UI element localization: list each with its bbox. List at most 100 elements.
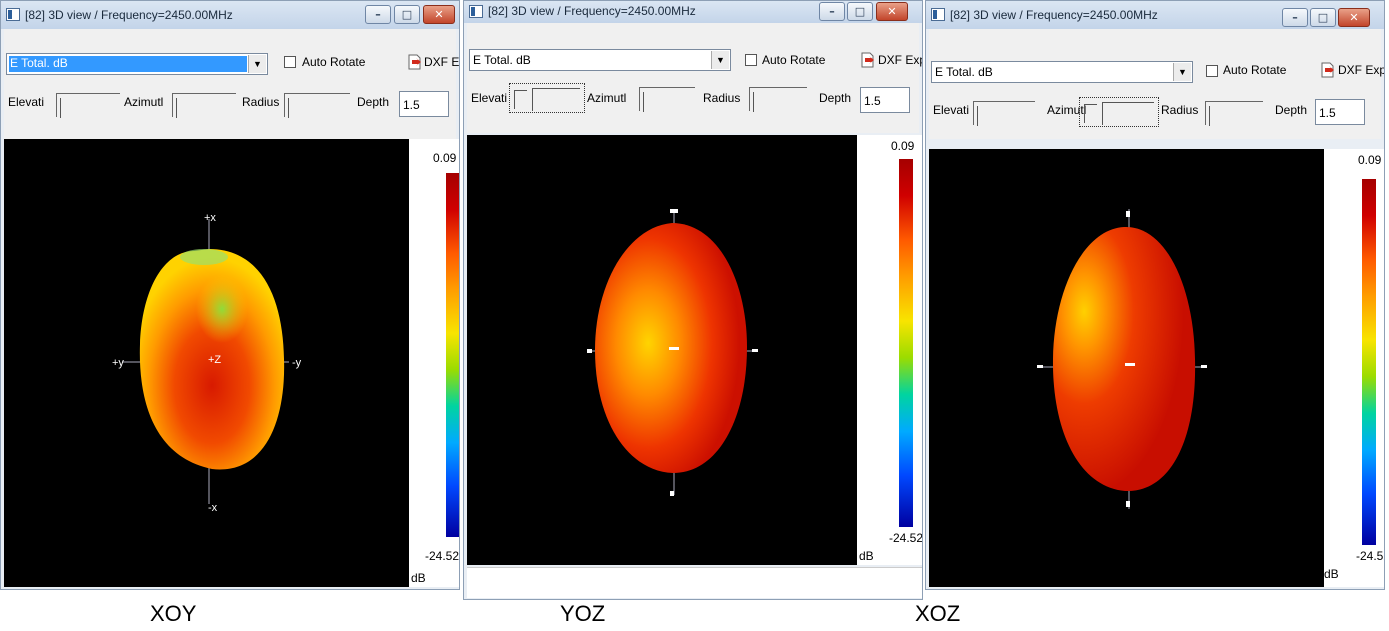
field-type-select[interactable]: E Total. dB ▼ [6, 53, 268, 75]
app-window-icon[interactable] [931, 8, 945, 21]
dxf-export-button[interactable]: DXF Exp [878, 53, 923, 67]
radius-slider[interactable] [1205, 101, 1263, 126]
title-bar[interactable]: [82] 3D view / Frequency=2450.00MHz – □ … [464, 1, 922, 23]
axis-label-left: +y [112, 357, 124, 369]
close-icon: ✕ [887, 5, 897, 18]
legend-max: 0.09 [891, 139, 915, 153]
minimize-icon: – [375, 8, 381, 21]
radius-slider[interactable] [284, 93, 350, 118]
color-legend: 0.09 -24.52 dB [857, 135, 922, 565]
auto-rotate-checkbox[interactable] [1206, 65, 1218, 77]
slider-thumb[interactable] [753, 92, 757, 112]
slider-thumb[interactable] [977, 106, 981, 126]
slider-thumb[interactable] [643, 92, 647, 112]
dxf-export-icon[interactable] [860, 52, 876, 68]
3d-plot-viewport[interactable] [467, 135, 857, 565]
slider-thumb[interactable] [176, 98, 180, 118]
slider-track [1084, 104, 1097, 123]
elevation-slider[interactable] [56, 93, 120, 118]
elevation-slider[interactable] [509, 83, 585, 113]
slider-thumb[interactable] [288, 98, 292, 118]
minimize-icon: – [1292, 11, 1298, 24]
azimuth-slider[interactable] [1079, 97, 1159, 127]
window-title: [82] 3D view / Frequency=2450.00MHz [488, 4, 696, 18]
depth-value: 1.5 [403, 98, 420, 112]
3d-plot-viewport[interactable] [929, 149, 1324, 587]
legend-min: -24.52 [425, 549, 460, 563]
minimize-button[interactable]: – [1282, 8, 1308, 27]
app-window-icon[interactable] [6, 8, 20, 21]
colorbar [446, 173, 459, 537]
close-icon: ✕ [1349, 11, 1359, 24]
maximize-icon: □ [1317, 11, 1329, 24]
window-3d-view-xoy: [82] 3D view / Frequency=2450.00MHz – □ … [0, 0, 460, 590]
depth-label: Depth [1275, 103, 1308, 117]
depth-value: 1.5 [1319, 106, 1336, 120]
window-3d-view-yoz: [82] 3D view / Frequency=2450.00MHz – □ … [463, 0, 923, 600]
radius-label: Radius [242, 95, 280, 109]
chevron-down-icon[interactable]: ▼ [711, 51, 729, 69]
depth-input[interactable]: 1.5 [399, 91, 449, 117]
pattern-surface [1052, 226, 1196, 492]
caption-xoz: XOZ [915, 601, 961, 626]
close-button[interactable]: ✕ [423, 5, 455, 24]
auto-rotate-checkbox[interactable] [284, 56, 296, 68]
3d-plot-viewport[interactable]: +x -x +y -y +Z [4, 139, 409, 587]
legend-unit: dB [859, 549, 874, 563]
title-bar[interactable]: [82] 3D view / Frequency=2450.00MHz – □ … [926, 1, 1384, 29]
close-button[interactable]: ✕ [1338, 8, 1370, 27]
close-button[interactable]: ✕ [876, 2, 908, 21]
legend-min: -24.52 [1356, 549, 1384, 563]
window-title: [82] 3D view / Frequency=2450.00MHz [25, 8, 233, 22]
slider-thumb[interactable] [1102, 102, 1154, 125]
radius-slider[interactable] [749, 87, 807, 112]
pattern-highlight [196, 275, 248, 343]
azimuth-label: Azimutl [587, 91, 627, 105]
maximize-button[interactable]: □ [1310, 8, 1336, 27]
field-type-value: E Total. dB [9, 56, 247, 72]
auto-rotate-checkbox[interactable] [745, 54, 757, 66]
axis-label-right: -y [292, 357, 302, 369]
legend-max: 0.09 [433, 151, 457, 165]
toolbar-panel: E Total. dB ▼ Auto Rotate DXF Exp Elevat… [929, 29, 1384, 139]
dxf-export-icon[interactable] [1320, 62, 1336, 78]
field-type-value: E Total. dB [473, 53, 531, 67]
elevation-label: Elevati [471, 91, 508, 105]
azimuth-slider[interactable] [639, 87, 695, 112]
slider-thumb[interactable] [1209, 106, 1213, 126]
field-type-select[interactable]: E Total. dB ▼ [469, 49, 731, 71]
color-legend: 0.09 -24.52 dB [409, 139, 459, 587]
elevation-slider[interactable] [973, 101, 1035, 126]
app-window-icon[interactable] [469, 5, 483, 18]
dxf-export-button[interactable]: DXF Exp [424, 55, 460, 69]
maximize-button[interactable]: □ [847, 2, 873, 21]
pattern-surface [139, 249, 285, 470]
depth-input[interactable]: 1.5 [1315, 99, 1365, 125]
slider-thumb[interactable] [532, 88, 580, 111]
maximize-button[interactable]: □ [394, 5, 420, 24]
maximize-icon: □ [854, 5, 866, 18]
azimuth-slider[interactable] [172, 93, 236, 118]
color-legend: 0.09 -24.52 dB [1324, 149, 1384, 587]
status-strip [467, 567, 922, 598]
minimize-icon: – [829, 5, 835, 18]
axis-label-center: +Z [208, 354, 221, 366]
radius-label: Radius [703, 91, 741, 105]
minimize-button[interactable]: – [365, 5, 391, 24]
slider-track [514, 90, 527, 109]
depth-label: Depth [819, 91, 852, 105]
chevron-down-icon[interactable]: ▼ [248, 55, 266, 73]
caption-xoy: XOY [150, 601, 197, 626]
field-type-select[interactable]: E Total. dB ▼ [931, 61, 1193, 83]
slider-thumb[interactable] [60, 98, 64, 118]
title-bar[interactable]: [82] 3D view / Frequency=2450.00MHz – □ … [1, 1, 459, 29]
dxf-export-icon[interactable] [407, 54, 423, 70]
field-type-value: E Total. dB [935, 65, 993, 79]
minimize-button[interactable]: – [819, 2, 845, 21]
axis-label-bottom: -x [208, 502, 218, 514]
maximize-icon: □ [401, 8, 413, 21]
dxf-export-button[interactable]: DXF Exp [1338, 63, 1385, 77]
toolbar-panel: E Total. dB ▼ Auto Rotate DXF Exp Elevat… [4, 29, 459, 139]
depth-input[interactable]: 1.5 [860, 87, 910, 113]
chevron-down-icon[interactable]: ▼ [1173, 63, 1191, 81]
